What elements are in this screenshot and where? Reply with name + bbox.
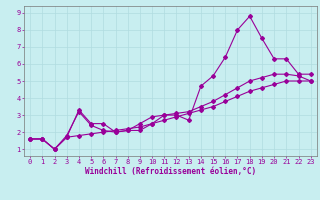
X-axis label: Windchill (Refroidissement éolien,°C): Windchill (Refroidissement éolien,°C): [85, 167, 256, 176]
